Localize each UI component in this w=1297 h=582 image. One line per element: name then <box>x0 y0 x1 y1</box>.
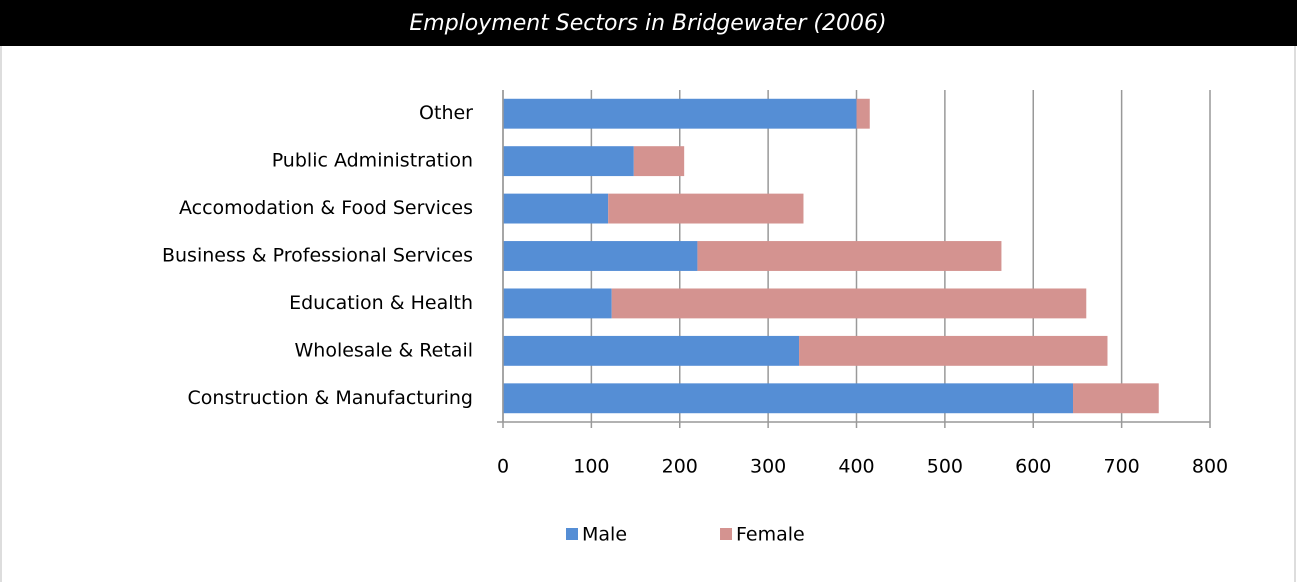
bar <box>611 288 1087 319</box>
bar <box>503 146 634 177</box>
bar <box>1073 383 1159 414</box>
x-tick-label: 300 <box>750 456 786 478</box>
bar <box>633 146 685 177</box>
chart-title: Employment Sectors in Bridgewater (2006) <box>409 11 886 36</box>
bar <box>503 383 1074 414</box>
y-tick-label: Education & Health <box>289 292 473 314</box>
y-tick-label: Accomodation & Food Services <box>179 197 473 219</box>
y-tick-label: Other <box>419 102 473 124</box>
bar <box>503 288 612 319</box>
bar <box>503 193 609 224</box>
legend-swatch <box>566 528 578 540</box>
legend-swatch <box>720 528 733 540</box>
x-tick-label: 500 <box>927 456 963 478</box>
bar <box>608 193 804 224</box>
bar <box>697 241 1002 271</box>
x-tick-label: 100 <box>573 456 609 478</box>
x-tick-label: 200 <box>662 456 698 478</box>
title-bar <box>0 0 1297 46</box>
bar <box>856 98 870 129</box>
legend-label: Female <box>736 524 805 546</box>
x-tick-label: 600 <box>1015 456 1051 478</box>
bar <box>503 241 698 271</box>
y-tick-label: Construction & Manufacturing <box>188 387 473 409</box>
y-tick-label: Business & Professional Services <box>162 245 473 267</box>
x-tick-label: 0 <box>497 456 509 478</box>
bar <box>503 335 800 366</box>
bar <box>799 335 1108 366</box>
legend-label: Male <box>582 524 627 546</box>
x-tick-label: 400 <box>838 456 874 478</box>
x-tick-label: 700 <box>1103 456 1139 478</box>
bar <box>503 98 857 129</box>
y-tick-label: Public Administration <box>272 150 473 172</box>
x-tick-label: 800 <box>1192 456 1228 478</box>
y-tick-label: Wholesale & Retail <box>294 339 473 361</box>
